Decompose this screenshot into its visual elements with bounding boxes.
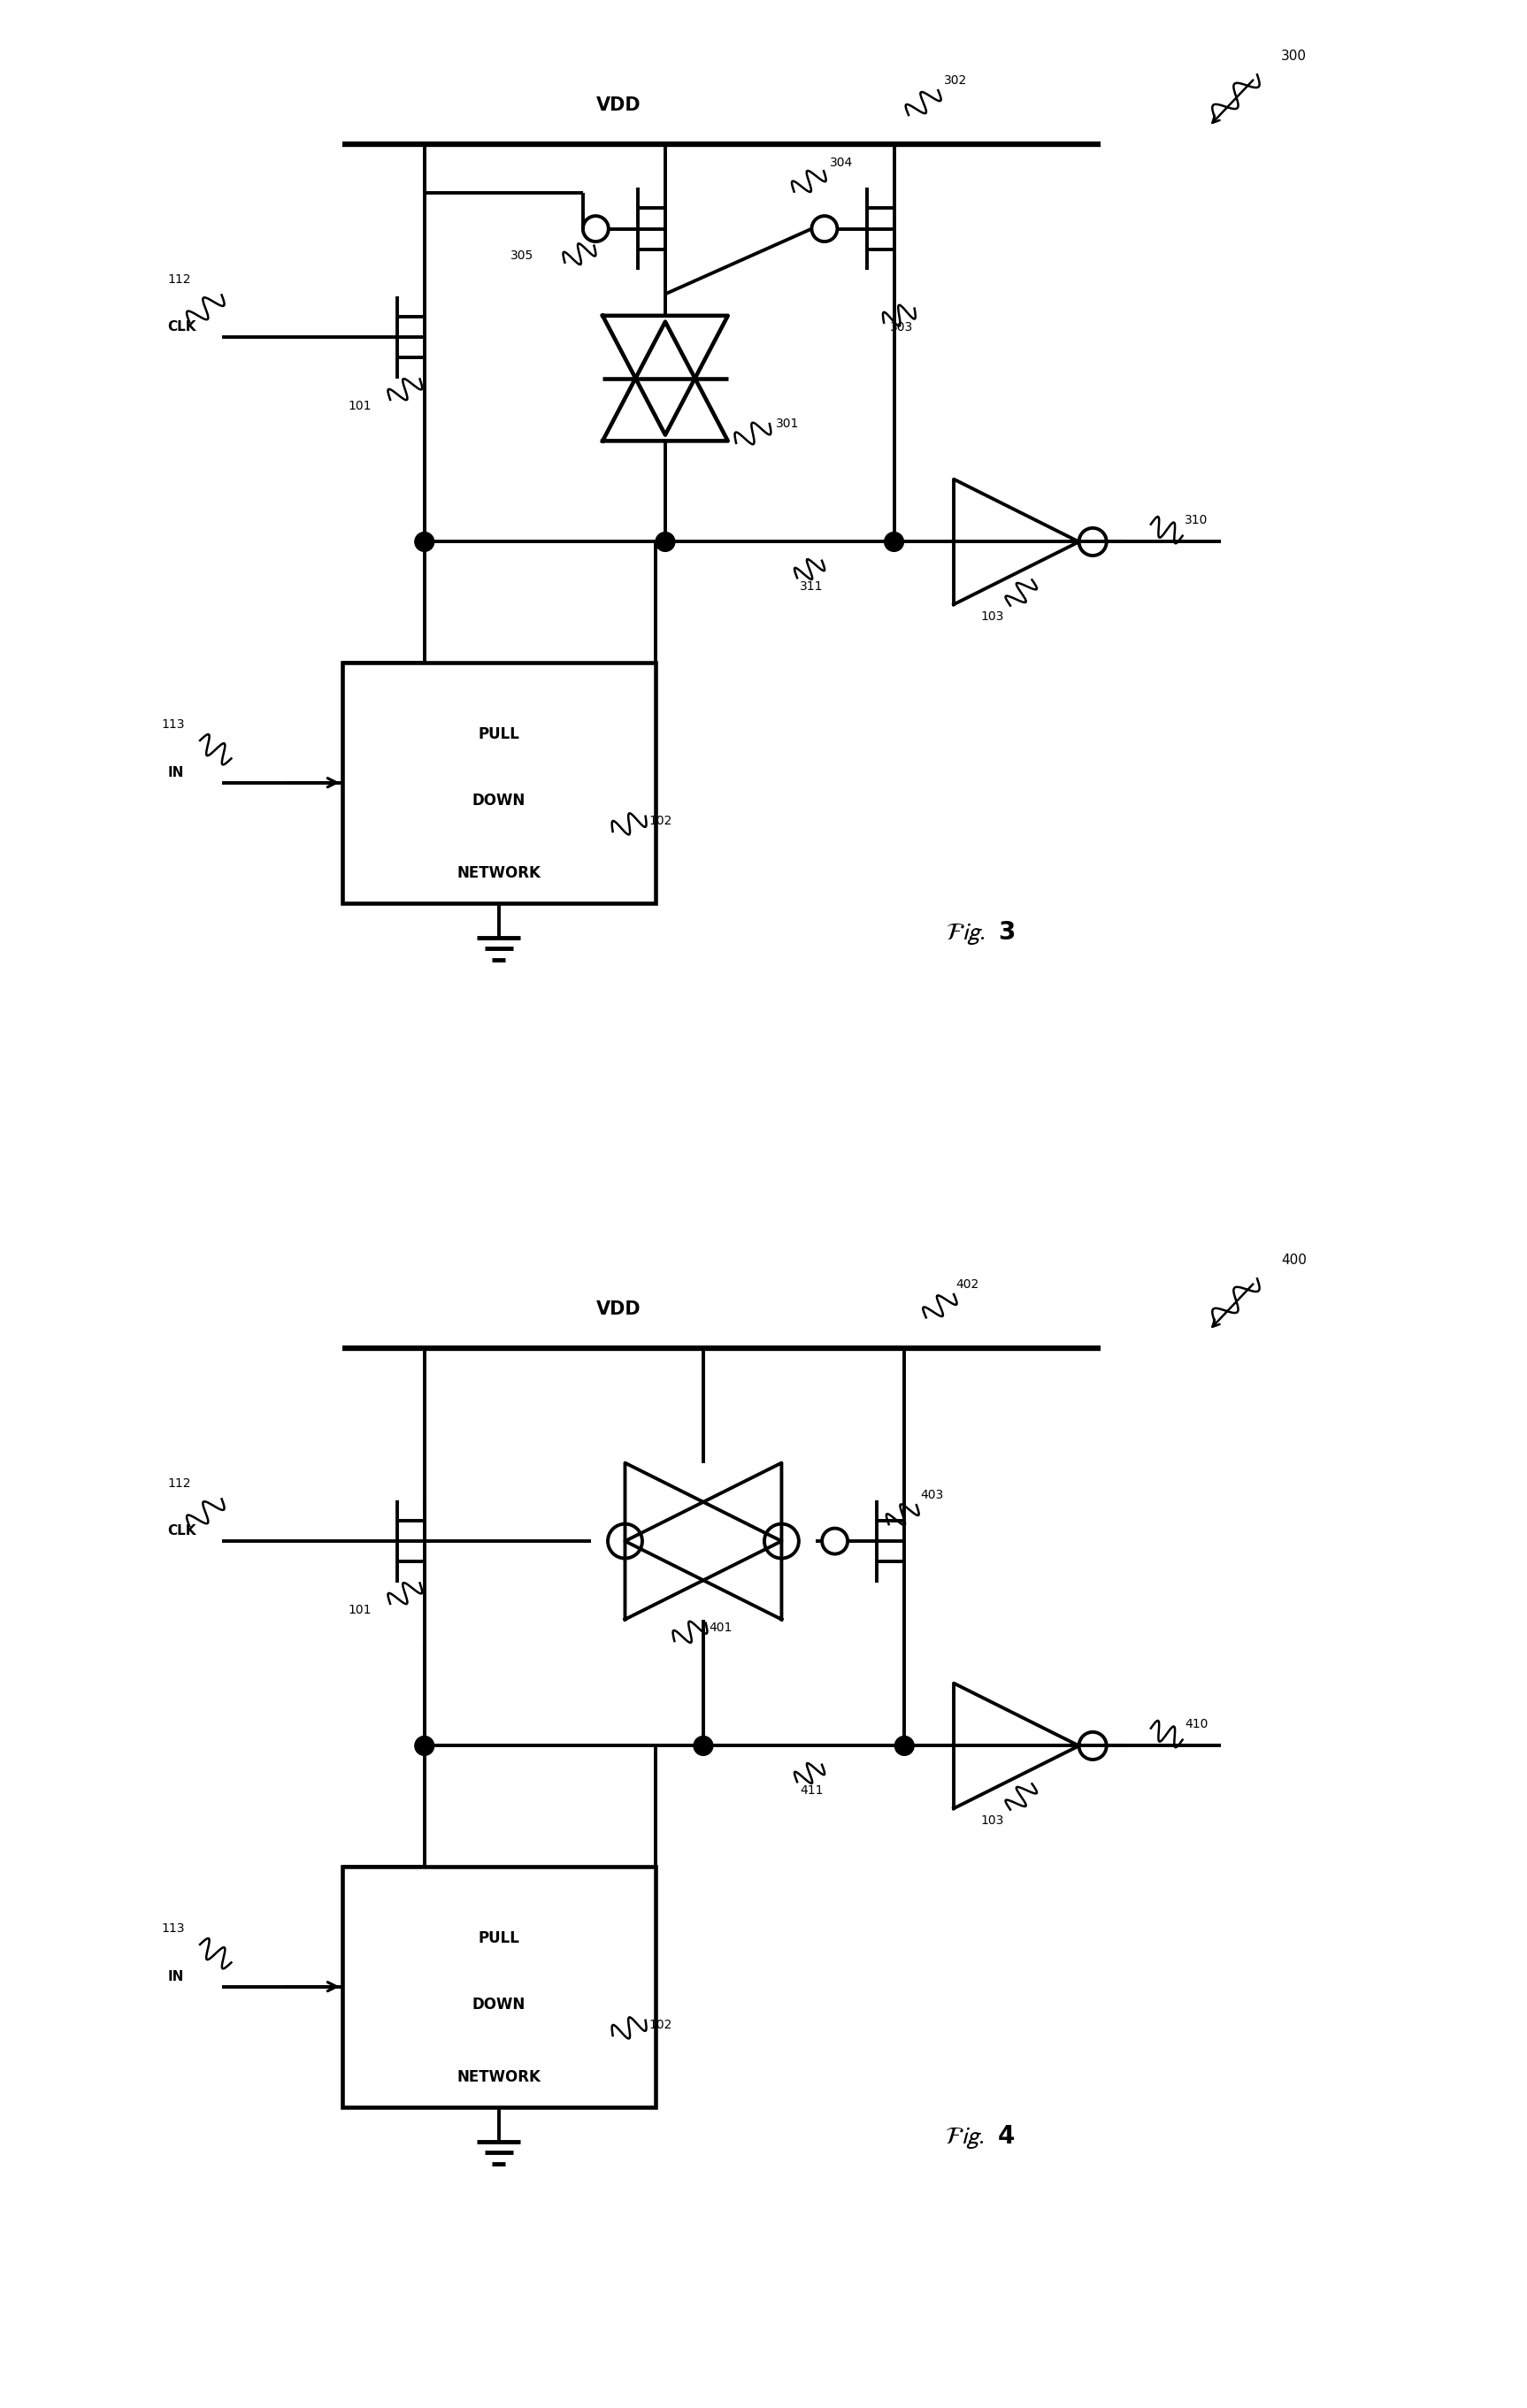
Circle shape xyxy=(895,1736,915,1755)
Text: 410: 410 xyxy=(1185,1717,1208,1731)
Circle shape xyxy=(655,532,675,551)
Text: 401: 401 xyxy=(710,1621,733,1635)
Text: IN: IN xyxy=(168,766,183,780)
Text: NETWORK: NETWORK xyxy=(457,864,541,881)
Bar xyxy=(342,1866,655,2107)
Text: 400: 400 xyxy=(1281,1255,1307,1267)
Text: 101: 101 xyxy=(348,400,371,412)
Circle shape xyxy=(415,1736,434,1755)
Text: 103: 103 xyxy=(980,609,1003,624)
Text: 102: 102 xyxy=(649,2018,672,2032)
Circle shape xyxy=(693,1736,713,1755)
Text: 304: 304 xyxy=(829,157,854,169)
Text: VDD: VDD xyxy=(597,1300,641,1320)
Text: 113: 113 xyxy=(162,718,185,732)
Text: 301: 301 xyxy=(776,417,799,431)
Text: CLK: CLK xyxy=(168,320,197,335)
Text: 113: 113 xyxy=(162,1922,185,1936)
Text: PULL: PULL xyxy=(478,727,519,742)
Text: $\mathcal{Fig.}$ $\mathbf{3}$: $\mathcal{Fig.}$ $\mathbf{3}$ xyxy=(945,920,1015,946)
Text: 305: 305 xyxy=(510,248,534,262)
Text: VDD: VDD xyxy=(597,96,641,116)
Text: DOWN: DOWN xyxy=(472,792,525,809)
Text: 302: 302 xyxy=(944,75,967,87)
Text: CLK: CLK xyxy=(168,1524,197,1539)
Text: 310: 310 xyxy=(1185,513,1208,527)
Text: 303: 303 xyxy=(890,320,913,335)
Bar xyxy=(342,662,655,903)
Text: IN: IN xyxy=(168,1970,183,1984)
Text: 112: 112 xyxy=(168,272,191,287)
Text: 103: 103 xyxy=(980,1813,1003,1828)
Circle shape xyxy=(884,532,904,551)
Text: 112: 112 xyxy=(168,1476,191,1491)
Text: 403: 403 xyxy=(921,1488,944,1503)
Text: 300: 300 xyxy=(1281,51,1307,63)
Text: 101: 101 xyxy=(348,1604,371,1616)
Text: DOWN: DOWN xyxy=(472,1996,525,2013)
Text: $\mathcal{Fig.}$ $\mathbf{4}$: $\mathcal{Fig.}$ $\mathbf{4}$ xyxy=(945,2124,1015,2150)
Text: 402: 402 xyxy=(956,1279,979,1291)
Text: NETWORK: NETWORK xyxy=(457,2068,541,2085)
Text: 311: 311 xyxy=(800,580,823,592)
Text: 102: 102 xyxy=(649,814,672,828)
Circle shape xyxy=(415,532,434,551)
Text: PULL: PULL xyxy=(478,1931,519,1946)
Text: 411: 411 xyxy=(800,1784,823,1796)
